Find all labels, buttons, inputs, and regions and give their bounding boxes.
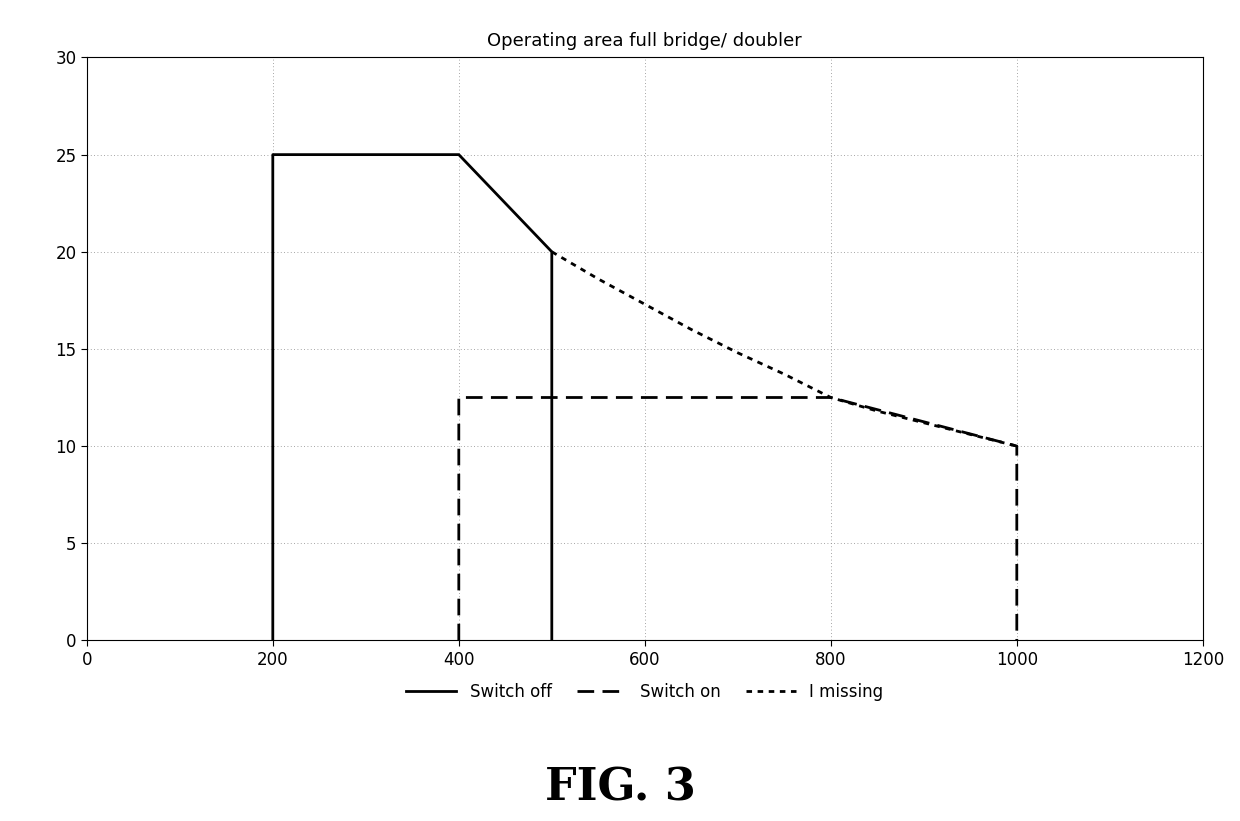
- Text: FIG. 3: FIG. 3: [544, 767, 696, 810]
- Title: Operating area full bridge/ doubler: Operating area full bridge/ doubler: [487, 32, 802, 50]
- Legend: Switch off, Switch on, I missing: Switch off, Switch on, I missing: [399, 677, 890, 708]
